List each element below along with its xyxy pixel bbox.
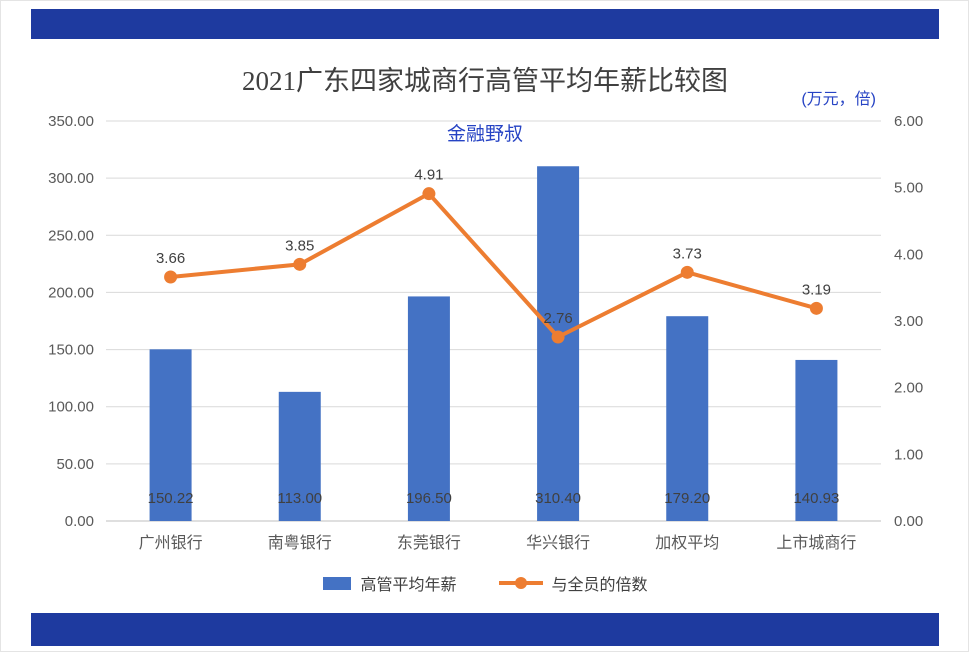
category-label: 南粤银行 xyxy=(268,533,332,552)
line-series xyxy=(170,191,817,339)
left-axis-tick: 150.00 xyxy=(48,342,94,359)
right-axis-tick: 1.00 xyxy=(894,446,923,463)
line-value-label: 3.85 xyxy=(285,237,314,254)
right-axis-tick: 2.00 xyxy=(894,380,923,397)
line-swatch xyxy=(498,576,543,590)
right-axis-tick: 4.00 xyxy=(894,246,923,263)
line-value-label: 2.76 xyxy=(543,310,572,327)
line-value-label: 3.73 xyxy=(673,245,702,262)
bar-华兴银行 xyxy=(537,166,580,521)
left-axis-tick: 0.00 xyxy=(65,513,94,530)
bar-value-label: 310.40 xyxy=(535,490,581,507)
line-value-label: 3.19 xyxy=(802,281,831,298)
legend-item-bar: 高管平均年薪 xyxy=(323,571,457,595)
line-marker-加权平均 xyxy=(680,265,694,279)
legend-label-bar: 高管平均年薪 xyxy=(360,577,457,594)
left-axis-tick: 350.00 xyxy=(48,113,94,130)
legend-label-line: 与全员的倍数 xyxy=(551,577,648,594)
left-axis-tick: 200.00 xyxy=(48,284,94,301)
line-value-label: 3.66 xyxy=(156,250,185,267)
line-marker-华兴银行 xyxy=(551,330,565,344)
line-swatch-marker xyxy=(514,577,527,589)
category-label: 上市城商行 xyxy=(776,534,856,552)
line-marker-上市城商行 xyxy=(809,301,823,315)
bar-东莞银行 xyxy=(407,296,450,521)
category-label: 广州银行 xyxy=(139,534,203,552)
bar-value-label: 113.00 xyxy=(277,490,322,507)
top-banner xyxy=(31,9,939,39)
chart-title: 2021广东四家城商行高管平均年薪比较图 xyxy=(242,66,728,96)
line-marker-东莞银行 xyxy=(422,187,436,201)
legend-item-line: 与全员的倍数 xyxy=(498,571,648,595)
bar-广州银行 xyxy=(149,349,192,521)
category-label: 东莞银行 xyxy=(397,534,461,552)
bar-swatch xyxy=(323,576,352,590)
line-marker-广州银行 xyxy=(164,270,178,284)
bar-value-label: 196.50 xyxy=(406,490,452,507)
watermark-label: 金融野叔 xyxy=(446,124,523,145)
bar-上市城商行 xyxy=(795,359,838,521)
left-axis-tick: 250.00 xyxy=(48,227,94,244)
right-axis-tick: 0.00 xyxy=(894,513,923,530)
right-axis-tick: 5.00 xyxy=(894,180,923,197)
legend: 高管平均年薪 与全员的倍数 xyxy=(1,571,968,595)
right-axis-tick: 3.00 xyxy=(894,313,923,330)
line-marker-南粤银行 xyxy=(293,257,307,271)
left-axis-tick: 100.00 xyxy=(48,399,94,416)
left-axis-tick: 50.00 xyxy=(56,456,94,473)
bar-加权平均 xyxy=(666,316,709,521)
axis-unit-label: (万元，倍) xyxy=(801,91,876,108)
category-label: 加权平均 xyxy=(655,534,719,552)
left-axis-tick: 300.00 xyxy=(48,170,94,187)
bar-南粤银行 xyxy=(278,391,321,521)
line-value-label: 4.91 xyxy=(414,167,443,184)
bottom-banner xyxy=(31,613,939,646)
right-axis-tick: 6.00 xyxy=(894,113,923,130)
bar-value-label: 179.20 xyxy=(664,490,710,507)
category-label: 华兴银行 xyxy=(526,534,590,552)
bar-value-label: 140.93 xyxy=(793,490,839,507)
bar-value-label: 150.22 xyxy=(148,490,194,507)
